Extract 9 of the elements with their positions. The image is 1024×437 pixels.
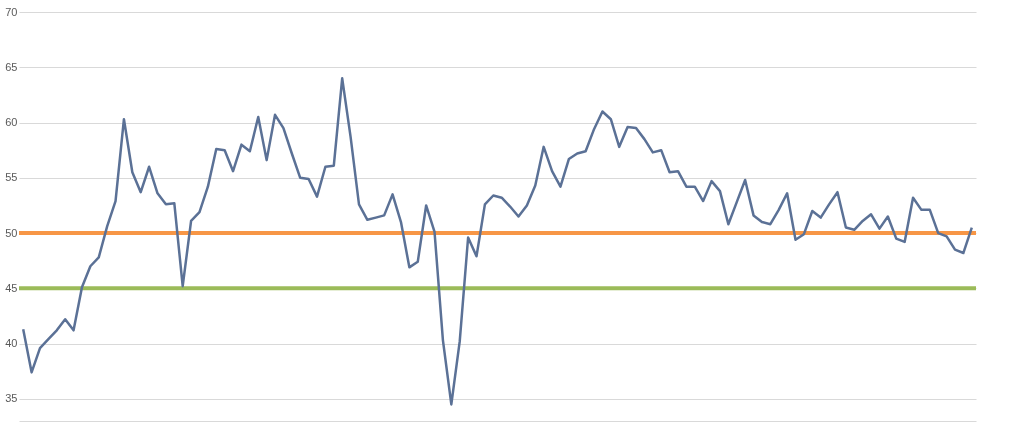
y-tick-label: 35 (5, 392, 18, 405)
y-tick-label: 65 (5, 60, 18, 73)
y-tick-label: 45 (5, 281, 18, 294)
line-series (21, 77, 974, 406)
y-tick-label: 60 (5, 116, 18, 129)
y-tick-label: 55 (5, 171, 18, 184)
y-tick-label: 40 (5, 337, 18, 350)
y-tick-label: 70 (5, 5, 18, 18)
y-tick-label: 50 (5, 226, 18, 239)
